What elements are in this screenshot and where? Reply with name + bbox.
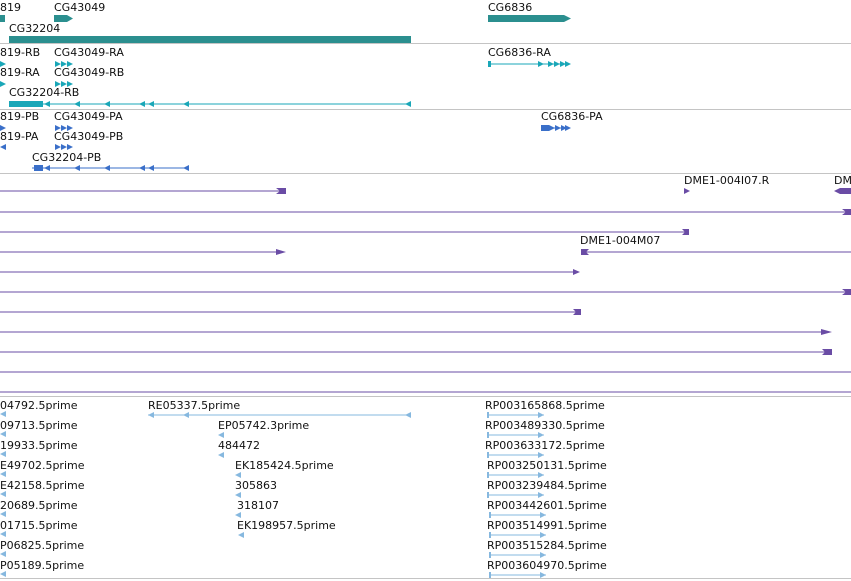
protein-label-cg43049-pa[interactable]: CG43049-PA bbox=[54, 110, 123, 123]
track-separator-ests bbox=[0, 578, 851, 579]
gene-label-819[interactable]: 819 bbox=[0, 1, 21, 14]
transcript-label-cg6836-ra[interactable]: CG6836-RA bbox=[488, 46, 551, 59]
est-label[interactable]: 20689.5prime bbox=[0, 499, 78, 512]
est-label-rp[interactable]: RP003514991.5prime bbox=[487, 519, 607, 532]
gene-819[interactable] bbox=[0, 15, 5, 22]
est-label-re05337[interactable]: RE05337.5prime bbox=[148, 399, 241, 412]
est-label-305863[interactable]: 305863 bbox=[235, 479, 277, 492]
est-label-484472[interactable]: 484472 bbox=[218, 439, 260, 452]
transcript-label-819-ra[interactable]: 819-RA bbox=[0, 66, 40, 79]
clone-row-9[interactable] bbox=[0, 349, 832, 355]
est-label-318107[interactable]: 318107 bbox=[237, 499, 279, 512]
protein-cg6836-pa[interactable] bbox=[541, 125, 571, 131]
est-label-rp[interactable]: RP003442601.5prime bbox=[487, 499, 607, 512]
protein-label-cg43049-pb[interactable]: CG43049-PB bbox=[54, 130, 124, 143]
est-label-rp[interactable]: RP003165868.5prime bbox=[485, 399, 605, 412]
est-label-rp[interactable]: RP003633172.5prime bbox=[485, 439, 605, 452]
est-ep05742-glyph[interactable] bbox=[218, 432, 224, 438]
clone-row-8[interactable] bbox=[0, 329, 832, 335]
transcript-819-ra[interactable] bbox=[0, 81, 6, 87]
est-label-ep05742[interactable]: EP05742.3prime bbox=[218, 419, 310, 432]
est-label-rp[interactable]: RP003604970.5prime bbox=[487, 559, 607, 572]
transcript-label-cg32204-rb[interactable]: CG32204-RB bbox=[9, 86, 80, 99]
est-label[interactable]: P06825.5prime bbox=[0, 539, 85, 552]
clone-row-4[interactable] bbox=[0, 249, 286, 255]
clone-row-5[interactable] bbox=[0, 269, 580, 275]
transcript-cg43049-rb[interactable] bbox=[55, 81, 73, 87]
gene-cg6836[interactable] bbox=[488, 15, 571, 22]
gene-cg43049[interactable] bbox=[54, 15, 73, 22]
est-305863-glyph[interactable] bbox=[235, 492, 241, 498]
gene-track bbox=[0, 15, 571, 43]
clone-row-1[interactable] bbox=[0, 188, 286, 194]
protein-cg32204-pb[interactable] bbox=[32, 165, 189, 171]
protein-819-pb[interactable] bbox=[0, 125, 6, 131]
track-separator-transcripts bbox=[0, 109, 851, 110]
protein-label-cg32204-pb[interactable]: CG32204-PB bbox=[32, 151, 102, 164]
transcript-label-cg43049-ra[interactable]: CG43049-RA bbox=[54, 46, 124, 59]
protein-819-pa[interactable] bbox=[0, 144, 6, 150]
est-label-rp[interactable]: RP003489330.5prime bbox=[485, 419, 605, 432]
transcript-label-819-rb[interactable]: 819-RB bbox=[0, 46, 41, 59]
est-484472-glyph[interactable] bbox=[218, 452, 224, 458]
est-ek185424-glyph[interactable] bbox=[235, 472, 241, 478]
est-label-rp[interactable]: RP003515284.5prime bbox=[487, 539, 607, 552]
clone-label-dme1-004i07-r[interactable]: DME1-004I07.R bbox=[684, 174, 770, 187]
track-separator-genes bbox=[0, 43, 851, 44]
est-left-arrows[interactable] bbox=[0, 411, 6, 577]
est-label-ek198957[interactable]: EK198957.5prime bbox=[237, 519, 336, 532]
clone-dme1-004m07[interactable] bbox=[581, 249, 851, 255]
est-ek198957-glyph[interactable] bbox=[238, 532, 244, 538]
gene-label-cg32204[interactable]: CG32204 bbox=[9, 22, 61, 35]
clone-label-dm[interactable]: DM bbox=[834, 174, 851, 187]
protein-label-819-pb[interactable]: 819-PB bbox=[0, 110, 40, 123]
protein-label-cg6836-pa[interactable]: CG6836-PA bbox=[541, 110, 603, 123]
track-separator-proteins bbox=[0, 173, 851, 174]
clone-row-3[interactable] bbox=[0, 229, 689, 235]
clone-row-7[interactable] bbox=[0, 309, 581, 315]
est-label[interactable]: 19933.5prime bbox=[0, 439, 78, 452]
clone-dme1-004i07-r[interactable] bbox=[684, 188, 690, 194]
protein-track bbox=[0, 125, 571, 171]
protein-cg43049-pa[interactable] bbox=[55, 125, 73, 131]
transcript-cg6836-ra[interactable] bbox=[488, 61, 571, 67]
gene-cg32204[interactable] bbox=[9, 36, 411, 43]
clone-row-6[interactable] bbox=[0, 289, 851, 295]
est-label[interactable]: E42158.5prime bbox=[0, 479, 85, 492]
transcript-cg32204-rb[interactable] bbox=[9, 101, 411, 107]
clone-label-dme1-004m07[interactable]: DME1-004M07 bbox=[580, 234, 661, 247]
clone-row-2[interactable] bbox=[0, 209, 851, 215]
est-label[interactable]: 01715.5prime bbox=[0, 519, 78, 532]
est-label[interactable]: E49702.5prime bbox=[0, 459, 85, 472]
transcript-819-rb[interactable] bbox=[0, 61, 6, 67]
est-label[interactable]: 04792.5prime bbox=[0, 399, 78, 412]
est-318107-glyph[interactable] bbox=[235, 512, 241, 518]
est-label[interactable]: P05189.5prime bbox=[0, 559, 85, 572]
transcript-cg43049-ra[interactable] bbox=[55, 61, 73, 67]
clone-track bbox=[0, 188, 851, 393]
gene-label-cg6836[interactable]: CG6836 bbox=[488, 1, 533, 14]
track-separator-clones bbox=[0, 396, 851, 397]
gene-label-cg43049[interactable]: CG43049 bbox=[54, 1, 106, 14]
est-label-rp[interactable]: RP003239484.5prime bbox=[487, 479, 607, 492]
transcript-track bbox=[0, 61, 571, 107]
est-track bbox=[0, 411, 546, 578]
protein-cg43049-pb[interactable] bbox=[55, 144, 73, 150]
est-rp-glyphs[interactable] bbox=[487, 412, 546, 578]
clone-dm-partial[interactable] bbox=[834, 188, 851, 194]
protein-label-819-pa[interactable]: 819-PA bbox=[0, 130, 39, 143]
est-label[interactable]: 09713.5prime bbox=[0, 419, 78, 432]
est-label-ek185424[interactable]: EK185424.5prime bbox=[235, 459, 334, 472]
transcript-label-cg43049-rb[interactable]: CG43049-RB bbox=[54, 66, 125, 79]
est-label-rp[interactable]: RP003250131.5prime bbox=[487, 459, 607, 472]
est-re05337-5prime[interactable] bbox=[148, 412, 411, 418]
